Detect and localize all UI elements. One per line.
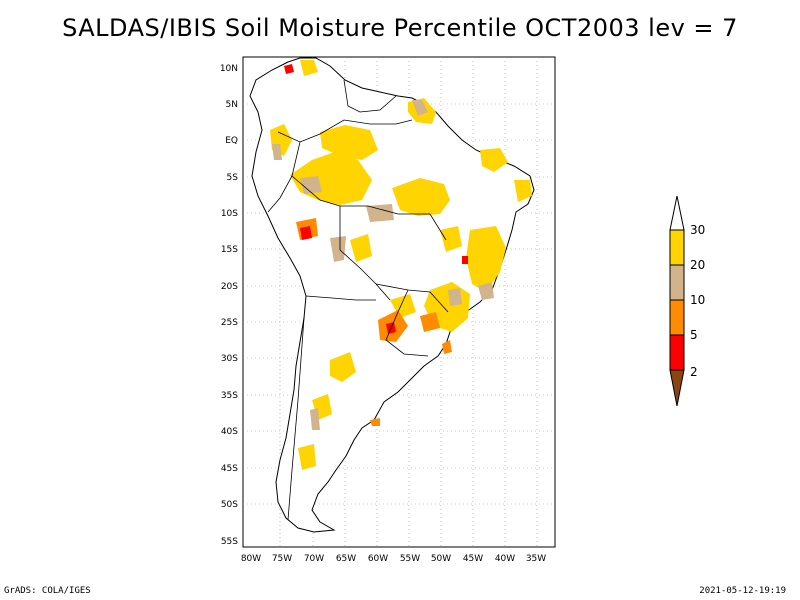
lon-label-80w: 80W <box>241 554 261 564</box>
lon-label-55w: 55W <box>400 554 420 564</box>
lon-label-50w: 50W <box>431 554 451 564</box>
lon-label-45w: 45W <box>463 554 483 564</box>
footer-credit: GrADS: COLA/IGES <box>4 586 91 596</box>
colorbar-label-2: 2 <box>690 365 698 379</box>
colorbar-bin-10-20 <box>669 264 685 301</box>
lon-axis-labels: 80W 75W 70W 65W 60W 55W 50W 45W 40W 35W <box>241 554 546 564</box>
lon-label-75w: 75W <box>272 554 292 564</box>
lon-label-65w: 65W <box>336 554 356 564</box>
plot-frame <box>242 56 556 548</box>
lon-label-40w: 40W <box>495 554 515 564</box>
lon-label-60w: 60W <box>368 554 388 564</box>
lat-label-10n: 10N <box>220 64 238 74</box>
lat-label-5n: 5N <box>226 100 238 110</box>
lat-label-45s: 45S <box>221 464 238 474</box>
lat-axis-labels: 10N 5N EQ 5S 10S 15S 20S 25S 30S 35S 40S… <box>220 64 238 547</box>
colorbar-bottom-triangle <box>669 369 685 407</box>
lon-label-35w: 35W <box>526 554 546 564</box>
lon-label-70w: 70W <box>304 554 324 564</box>
colorbar-labels: 30 20 10 5 2 <box>690 223 705 379</box>
colorbar-top-triangle <box>669 195 685 231</box>
soil-moisture-patches <box>270 60 532 470</box>
lat-label-10s: 10S <box>221 209 238 219</box>
colorbar <box>669 195 685 407</box>
lat-label-55s: 55S <box>221 537 238 547</box>
footer-timestamp: 2021-05-12-19:19 <box>699 586 786 596</box>
lat-label-30s: 30S <box>221 354 238 364</box>
colorbar-label-30: 30 <box>690 223 705 237</box>
colorbar-bin-5-10 <box>669 299 685 336</box>
lat-label-eq: EQ <box>225 136 238 146</box>
lat-label-15s: 15S <box>221 245 238 255</box>
lat-label-25s: 25S <box>221 318 238 328</box>
colorbar-label-10: 10 <box>690 293 705 307</box>
colorbar-bin-2-5 <box>669 334 685 371</box>
colorbar-label-5: 5 <box>690 328 698 342</box>
country-borders <box>267 79 449 521</box>
lat-label-50s: 50S <box>221 500 238 510</box>
colorbar-bin-20-30 <box>669 229 685 266</box>
colorbar-label-20: 20 <box>690 258 705 272</box>
lat-label-20s: 20S <box>221 282 238 292</box>
lat-label-35s: 35S <box>221 391 238 401</box>
map-title: SALDAS/IBIS Soil Moisture Percentile OCT… <box>62 14 738 42</box>
lat-label-40s: 40S <box>221 427 238 437</box>
lat-label-5s: 5S <box>227 173 239 183</box>
